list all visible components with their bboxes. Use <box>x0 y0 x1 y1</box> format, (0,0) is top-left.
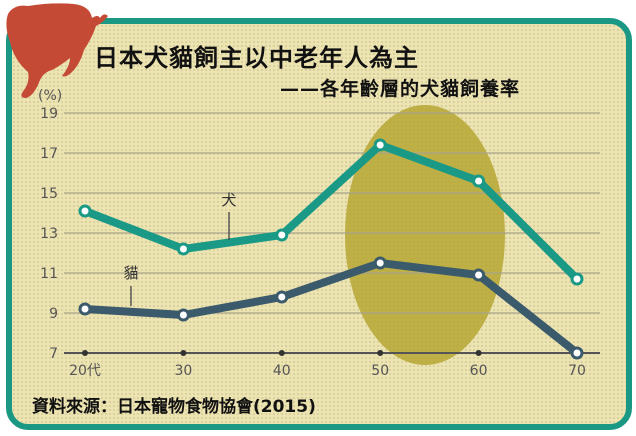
chart-title: 日本犬貓飼主以中老年人為主 <box>94 44 419 72</box>
highlight-ellipse <box>345 105 505 365</box>
series-line-dog <box>83 141 580 282</box>
chart-frame <box>6 18 632 430</box>
data-point <box>275 290 289 304</box>
y-axis-unit: (%) <box>38 88 62 104</box>
data-point <box>570 272 584 286</box>
x-tick-dot <box>278 350 285 356</box>
data-point <box>176 242 190 256</box>
x-tick-dot <box>377 350 384 356</box>
data-point <box>373 256 387 270</box>
x-tick-dot <box>180 350 187 356</box>
chart-subtitle: ——各年齡層的犬貓飼養率 <box>280 78 521 100</box>
y-tick-label: 11 <box>40 266 58 282</box>
y-tick-label: 13 <box>40 226 58 242</box>
y-tick-label: 9 <box>49 306 58 322</box>
y-tick-label: 17 <box>40 146 58 162</box>
x-tick-dot <box>82 350 88 356</box>
source-note: 資料來源：日本寵物食物協會(2015) <box>32 397 316 417</box>
series-label: 貓 <box>123 264 138 282</box>
series-label: 犬 <box>221 191 236 209</box>
x-tick-label: 40 <box>273 363 291 379</box>
data-point <box>275 228 289 242</box>
data-point <box>373 138 387 152</box>
x-tick-dot <box>475 350 482 356</box>
data-point <box>78 302 92 316</box>
data-point <box>570 346 584 360</box>
y-tick-label: 7 <box>49 346 58 362</box>
data-point <box>78 204 92 218</box>
data-point <box>472 268 486 282</box>
series-line-cat <box>84 259 580 357</box>
x-tick-label: 60 <box>470 363 488 379</box>
cat-silhouette-icon <box>6 3 108 98</box>
y-tick-label: 15 <box>40 186 58 202</box>
data-point <box>176 308 190 322</box>
data-point <box>472 174 486 188</box>
x-tick-label: 50 <box>371 363 389 379</box>
x-tick-label: 70 <box>568 363 586 379</box>
x-tick-label: 20代 <box>69 363 101 379</box>
x-tick-label: 30 <box>174 363 192 379</box>
y-tick-label: 19 <box>40 106 58 122</box>
